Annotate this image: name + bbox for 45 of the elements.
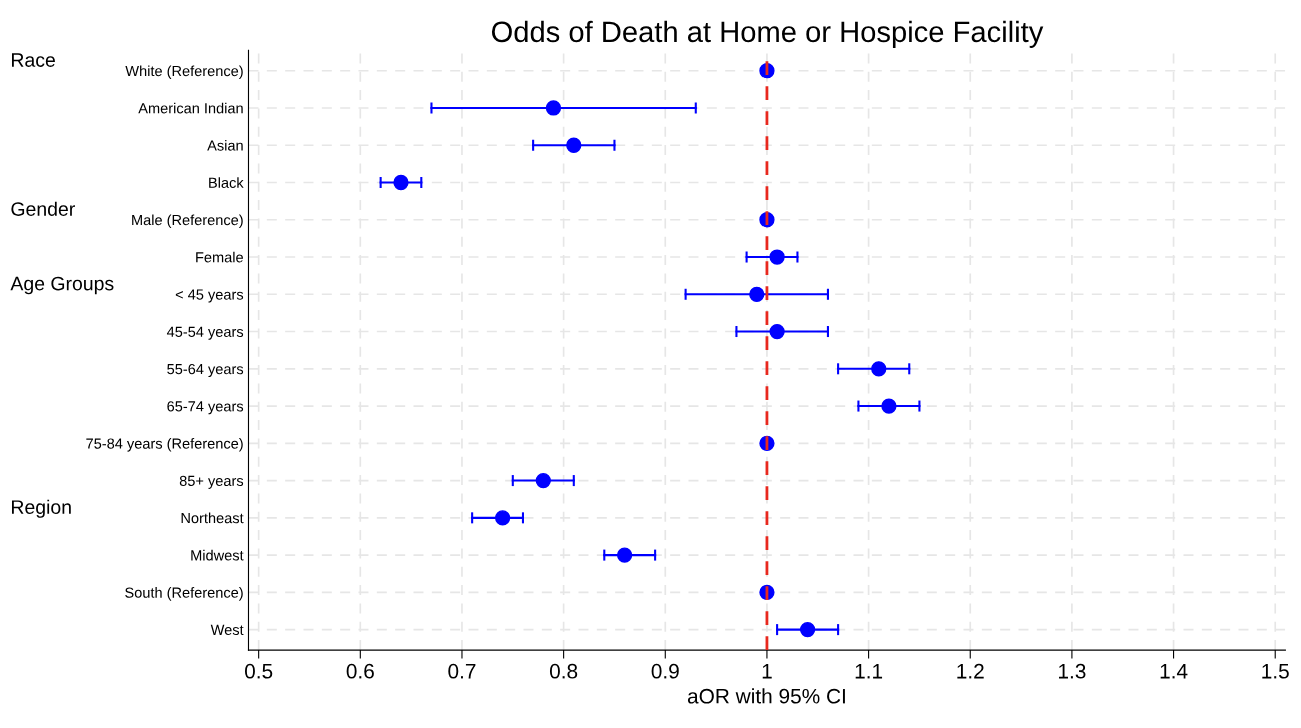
point [769,323,785,340]
point [616,547,633,563]
point [881,398,897,414]
x-tick-label: 1.3 [1059,663,1086,679]
point [535,472,551,489]
text: Age Groups [10,276,114,295]
point [393,174,409,191]
y-tick-label: 45-54 years [166,326,244,340]
y-tick-label: West [210,624,244,636]
x-tick-label: 1.4 [1160,664,1188,679]
chart-title: Odds of Death at Home or Hospice Facility [491,20,1044,48]
y-tick-label: < 45 years [175,289,244,303]
x-tick-label: 0.6 [346,663,374,679]
y-tick-label: 85+ years [179,475,244,489]
point [769,249,785,265]
y-tick-label: American Indian [138,102,243,114]
text: Gender [11,201,75,216]
y-tick-label: 65-74 years [167,401,244,415]
point [871,361,887,377]
x-tick-label: 0.8 [549,663,578,679]
x-tick-label: 0.9 [651,663,679,679]
y-tick-label: 55-64 years [167,363,244,378]
x-tick-label: 1.2 [957,663,984,679]
y-tick-label: Asian [207,139,243,151]
point [749,286,765,302]
x-tick-label: 1.1 [855,664,883,679]
text: Region [12,499,71,518]
y-tick-label: Male (Reference) [132,214,243,229]
y-tick-label: South (Reference) [125,587,243,601]
point [545,100,562,116]
x-tick-label: 1 [762,664,772,679]
y-tick-label: White (Reference) [125,65,243,80]
y-tick-label: Female [196,251,243,263]
y-tick-label: Midwest [191,549,244,561]
x-tick-label: 0.7 [448,663,476,679]
y-tick-label: 75-84 years (Reference) [86,438,243,452]
point [566,137,582,153]
point [494,510,511,526]
y-tick-label: Northeast [181,512,244,524]
point [799,621,816,638]
x-tick-label: 0.5 [244,663,273,679]
x-tick-label: 1.5 [1262,664,1289,679]
text: Race [12,53,55,67]
x-axis-title: aOR with 95% CI [687,688,845,704]
y-tick-label: Black [209,177,244,188]
